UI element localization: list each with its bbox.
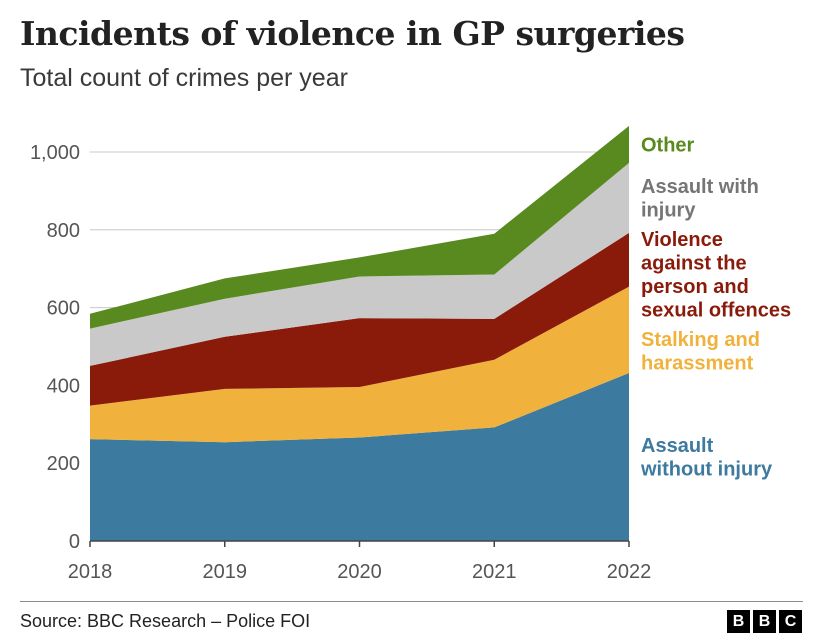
area-stalking-and-harassment [90,286,629,443]
series-label-line: Stalking and [641,329,760,351]
axes: 0 200 400 600 800 1,000 2018 2019 2020 2021 2022 [30,142,651,583]
area-assault-without-injury [90,373,629,541]
series-labels: Other Assault with injury Violence against t… [640,134,791,480]
y-tick-label: 200 [47,453,80,475]
y-tick-label: 400 [47,375,80,397]
bbc-logo: B B C [727,610,802,633]
series-label-line: sexual offences [641,300,791,322]
footer-divider [20,601,803,602]
series-label-line: against the [641,253,747,275]
series-label-line: person and [641,276,749,298]
series-label-line: Assault [641,435,714,457]
x-tick-label: 2021 [472,561,517,583]
series-label-line: Other [641,134,695,156]
chart-title: Incidents of violence in GP surgeries [20,14,685,53]
stacked-areas [90,125,629,541]
area-assault-with-injury [90,162,629,366]
series-label-line: Assault with [641,176,759,198]
series-label-line: without injury [640,459,773,481]
source-note: Source: BBC Research – Police FOI [20,611,311,631]
series-label: Other [641,134,695,156]
logo-letter: C [779,610,802,633]
area-chart: 0 200 400 600 800 1,000 2018 2019 2020 2021 2022 O… [30,125,791,583]
logo-letter: B [727,610,750,633]
area-other [90,125,629,329]
series-label-line: harassment [641,353,754,375]
chart-subtitle: Total count of crimes per year [20,64,348,92]
y-tick-label: 600 [47,298,80,320]
x-tick-label: 2022 [607,561,652,583]
y-tick-label: 0 [69,531,80,553]
series-label: Violence against the person and sexual offe… [641,229,791,321]
series-label-line: Violence [641,229,723,251]
x-tick-label: 2019 [203,561,248,583]
series-label-line: injury [641,200,696,222]
x-tick-label: 2020 [337,561,382,583]
series-label: Stalking and harassment [641,329,760,375]
logo-letter: B [753,610,776,633]
series-label: Assault with injury [641,176,759,222]
y-tick-label: 800 [47,220,80,242]
area-violence-against-the-person-and-sexual-offences [90,232,629,406]
y-tick-label: 1,000 [30,142,80,164]
x-tick-label: 2018 [68,561,113,583]
series-label: Assault without injury [640,435,773,481]
